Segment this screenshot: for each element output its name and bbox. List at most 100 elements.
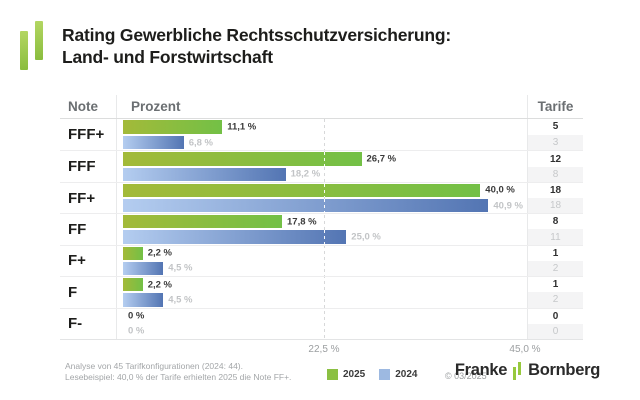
- gridline-overlay: [324, 230, 325, 244]
- bar-value-label-2025: 2,2 %: [147, 247, 172, 259]
- subrow-2024: 4,5 %: [117, 261, 527, 276]
- tariff-count-2024: 18: [528, 198, 583, 214]
- gridline-22-5-percent: [324, 119, 325, 339]
- bar-2024: [123, 135, 184, 150]
- tariff-count-2025: 1: [552, 247, 559, 259]
- plot-area: 6,8 %: [123, 135, 525, 151]
- tariff-count-2024: 0: [528, 323, 583, 339]
- percent-cell: 17,8 % 25,0 %: [117, 214, 527, 244]
- subrow-2024: 4,5 %: [117, 292, 527, 307]
- bar-2025: [123, 246, 143, 260]
- tariff-count-2025: 0: [552, 310, 559, 322]
- subrow-2025: 17,8 %: [117, 214, 527, 229]
- brand-name-bornberg: Bornberg: [528, 361, 600, 379]
- brand-name-franke: Franke: [454, 361, 508, 379]
- subrow-2025: 2,2 %: [117, 246, 527, 261]
- rating-row-ff-plus: FF+ 40,0 % 40,9 % 18 18: [60, 181, 583, 214]
- percent-cell: 0 % 0 %: [117, 309, 527, 339]
- plot-area: 40,0 %: [123, 183, 525, 198]
- note-label: FF+: [60, 182, 117, 214]
- subrow-2024: 0 %: [117, 324, 527, 339]
- page-title: Rating Gewerbliche Rechtsschutzversicher…: [62, 24, 451, 68]
- bar-value-label-2024: 40,9 %: [493, 200, 523, 212]
- x-axis: 22,5 % 45,0 %: [60, 340, 583, 357]
- tariff-count-2025: 8: [552, 216, 559, 228]
- tariff-count-2025: 12: [549, 153, 562, 165]
- tariffs-cell: 8 11: [527, 214, 583, 245]
- subrow-2025: 26,7 %: [117, 151, 527, 166]
- bar-value-label-2024: 4,5 %: [168, 262, 193, 274]
- note-label: F-: [60, 308, 117, 339]
- gridline-overlay: [324, 183, 325, 198]
- subrow-2024: 6,8 %: [117, 135, 527, 151]
- tariff-count-2024: 3: [528, 134, 583, 151]
- tariffs-cell: 12 8: [527, 151, 583, 182]
- tariff-count-2024: 8: [528, 166, 583, 182]
- plot-area: 11,1 %: [123, 119, 525, 135]
- bar-2024: [123, 167, 286, 181]
- rating-row-f-plus: F+ 2,2 % 4,5 % 1 2: [60, 244, 583, 277]
- footnote-line2: Lesebeispiel: 40,0 % der Tarife erhielte…: [65, 371, 292, 382]
- rating-chart: Note Prozent Tarife FFF+ 11,1 % 6,8 % 5 3 FFF…: [60, 95, 583, 357]
- footnote-line1: Analyse von 45 Tarifkonfigurationen (202…: [65, 361, 243, 371]
- franke-bornberg-logo-icon-small: [513, 361, 522, 380]
- footnote: Analyse von 45 Tarifkonfigurationen (202…: [65, 361, 291, 382]
- percent-cell: 40,0 % 40,9 %: [117, 183, 527, 213]
- plot-area: 17,8 %: [123, 214, 525, 229]
- rating-row-f-minus: F- 0 % 0 % 0 0: [60, 307, 583, 339]
- percent-cell: 11,1 % 6,8 %: [117, 119, 527, 150]
- subrow-2025: 40,0 %: [117, 183, 527, 198]
- page-title-line1: Rating Gewerbliche Rechtsschutzversicher…: [62, 25, 451, 45]
- bar-value-label-2024: 6,8 %: [188, 137, 213, 149]
- bar-2025: [123, 152, 362, 166]
- chart-header-row: Note Prozent Tarife: [60, 95, 583, 119]
- subrow-2024: 40,9 %: [117, 198, 527, 213]
- plot-area: 40,9 %: [123, 198, 525, 213]
- rating-row-fff-plus: FFF+ 11,1 % 6,8 % 5 3: [60, 119, 583, 151]
- rating-row-ff: FF 17,8 % 25,0 % 8 11: [60, 213, 583, 245]
- plot-area: 4,5 %: [123, 261, 525, 276]
- axis-tick-label: 22,5 %: [308, 344, 340, 355]
- plot-area: 25,0 %: [123, 229, 525, 244]
- subrow-2025: 11,1 %: [117, 119, 527, 135]
- note-label: FFF+: [60, 119, 117, 151]
- note-label: F: [60, 277, 117, 308]
- column-header-note: Note: [60, 95, 117, 118]
- tariff-count-2024: 11: [528, 229, 583, 245]
- legend-swatch-2025: [327, 369, 338, 380]
- bar-2024: [123, 261, 164, 276]
- gridline-overlay: [324, 199, 325, 213]
- bar-value-label-2025: 26,7 %: [366, 153, 397, 165]
- tariff-count-2024: 2: [528, 292, 583, 308]
- note-label: FFF: [60, 151, 117, 182]
- bar-value-label-2024: 4,5 %: [168, 294, 193, 306]
- bar-value-label-2024: 25,0 %: [351, 231, 381, 243]
- bar-2025: [123, 183, 481, 198]
- tariff-count-2024: 2: [528, 260, 583, 277]
- plot-area: 0 %: [123, 309, 525, 324]
- page-title-line2: Land- und Forstwirtschaft: [62, 47, 273, 67]
- column-header-tariffs: Tarife: [527, 95, 583, 118]
- subrow-2025: 2,2 %: [117, 277, 527, 292]
- logo-bar-right: [35, 21, 43, 60]
- legend-swatch-2024: [379, 369, 391, 380]
- tariffs-cell: 18 18: [527, 182, 583, 214]
- plot-area: 2,2 %: [123, 246, 525, 261]
- gridline-overlay: [324, 152, 325, 166]
- plot-area: 18,2 %: [123, 167, 525, 182]
- bar-2024: [123, 199, 489, 213]
- tariff-count-2025: 1: [552, 279, 559, 291]
- legend-label-2024: 2024: [395, 369, 418, 380]
- tariff-count-2025: 18: [549, 184, 562, 196]
- subrow-2024: 18,2 %: [117, 167, 527, 182]
- percent-cell: 2,2 % 4,5 %: [117, 277, 527, 307]
- bar-2024: [123, 293, 164, 307]
- bar-value-label-2025: 17,8 %: [287, 216, 317, 228]
- note-label: FF: [60, 214, 117, 245]
- rating-row-fff: FFF 26,7 % 18,2 % 12 8: [60, 150, 583, 182]
- bar-value-label-2024: 0 %: [128, 325, 145, 337]
- bar-value-label-2024: 18,2 %: [290, 168, 321, 180]
